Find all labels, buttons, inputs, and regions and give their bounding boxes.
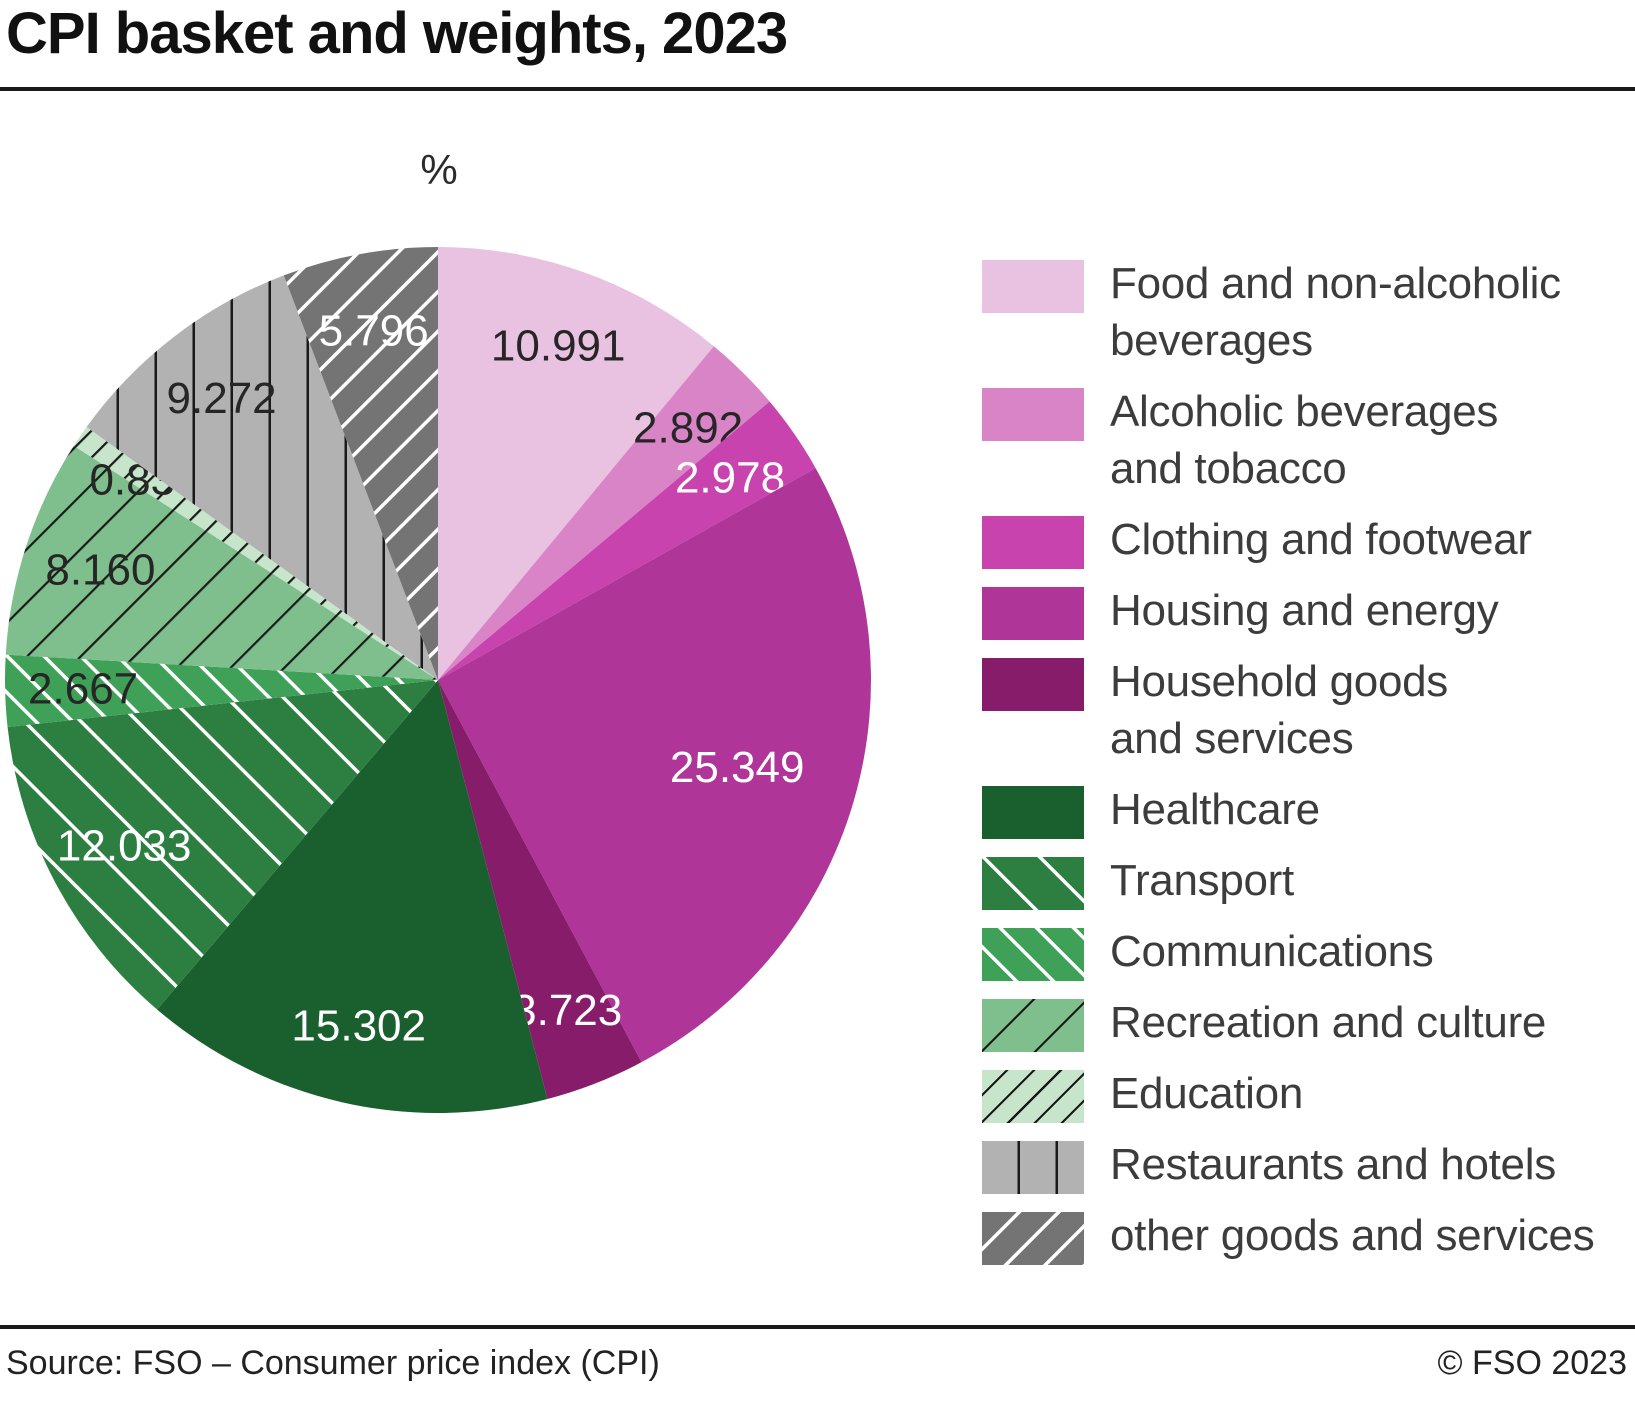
legend-item-recreation-and-culture: Recreation and culture — [982, 999, 1546, 1052]
legend-item-clothing-and-footwear: Clothing and footwear — [982, 516, 1532, 569]
legend-label-housing-and-energy: Housing and energy — [1110, 582, 1498, 639]
legend: Food and non-alcoholicbeverages Alcoholic… — [982, 260, 1622, 1270]
pie-value-label-healthcare: 15.302 — [291, 1002, 426, 1051]
footer-divider — [0, 1325, 1635, 1329]
legend-item-education: Education — [982, 1070, 1303, 1123]
legend-item-healthcare: Healthcare — [982, 786, 1320, 839]
legend-swatch-household-goods-and-services — [982, 658, 1084, 711]
legend-swatch-food-and-non-alcoholic-beverages — [982, 260, 1084, 313]
page-title: CPI basket and weights, 2023 — [6, 0, 787, 67]
legend-label-alcoholic-beverages-and-tobacco: Alcoholic beveragesand tobacco — [1110, 383, 1498, 497]
legend-item-other-goods-and-services: other goods and services — [982, 1212, 1594, 1265]
legend-swatch-housing-and-energy — [982, 587, 1084, 640]
legend-item-household-goods-and-services: Household goodsand services — [982, 658, 1448, 767]
source-note: Source: FSO – Consumer price index (CPI) — [6, 1344, 660, 1383]
pie-value-label-transport: 12.033 — [57, 822, 192, 871]
pie-chart-svg: 10.9912.8922.97825.3493.72315.30212.0332… — [5, 247, 871, 1113]
legend-label-food-and-non-alcoholic-beverages: Food and non-alcoholicbeverages — [1110, 255, 1561, 369]
legend-swatch-other-goods-and-services — [982, 1212, 1084, 1265]
legend-swatch-healthcare — [982, 786, 1084, 839]
pie-chart: 10.9912.8922.97825.3493.72315.30212.0332… — [5, 247, 871, 1113]
legend-swatch-clothing-and-footwear — [982, 516, 1084, 569]
legend-swatch-restaurants-and-hotels — [982, 1141, 1084, 1194]
legend-swatch-transport — [982, 857, 1084, 910]
legend-swatch-communications — [982, 928, 1084, 981]
legend-label-household-goods-and-services: Household goodsand services — [1110, 653, 1448, 767]
legend-label-other-goods-and-services: other goods and services — [1110, 1207, 1594, 1264]
legend-label-clothing-and-footwear: Clothing and footwear — [1110, 511, 1532, 568]
title-divider — [0, 87, 1635, 91]
legend-label-healthcare: Healthcare — [1110, 781, 1320, 838]
legend-label-education: Education — [1110, 1065, 1303, 1122]
legend-item-food-and-non-alcoholic-beverages: Food and non-alcoholicbeverages — [982, 260, 1561, 369]
pie-value-label-other-goods-and-services: 5.796 — [319, 306, 429, 355]
pie-value-label-recreation-and-culture: 8.160 — [45, 546, 155, 595]
pie-value-label-communications: 2.667 — [28, 664, 138, 713]
legend-label-communications: Communications — [1110, 923, 1433, 980]
cpi-weights-figure: CPI basket and weights, 2023 % 10.9912.8… — [0, 0, 1635, 1408]
legend-label-transport: Transport — [1110, 852, 1294, 909]
unit-label: % — [404, 146, 474, 194]
pie-value-label-food-and-non-alcoholic-beverages: 10.991 — [491, 321, 626, 370]
pie-value-label-housing-and-energy: 25.349 — [670, 743, 805, 792]
legend-swatch-alcoholic-beverages-and-tobacco — [982, 388, 1084, 441]
legend-swatch-recreation-and-culture — [982, 999, 1084, 1052]
copyright-note: © FSO 2023 — [1438, 1344, 1627, 1383]
pie-value-label-restaurants-and-hotels: 9.272 — [167, 374, 277, 423]
legend-swatch-education — [982, 1070, 1084, 1123]
legend-label-recreation-and-culture: Recreation and culture — [1110, 994, 1546, 1051]
legend-item-restaurants-and-hotels: Restaurants and hotels — [982, 1141, 1556, 1194]
legend-item-housing-and-energy: Housing and energy — [982, 587, 1498, 640]
legend-item-communications: Communications — [982, 928, 1433, 981]
legend-item-alcoholic-beverages-and-tobacco: Alcoholic beveragesand tobacco — [982, 388, 1498, 497]
legend-item-transport: Transport — [982, 857, 1294, 910]
legend-label-restaurants-and-hotels: Restaurants and hotels — [1110, 1136, 1556, 1193]
